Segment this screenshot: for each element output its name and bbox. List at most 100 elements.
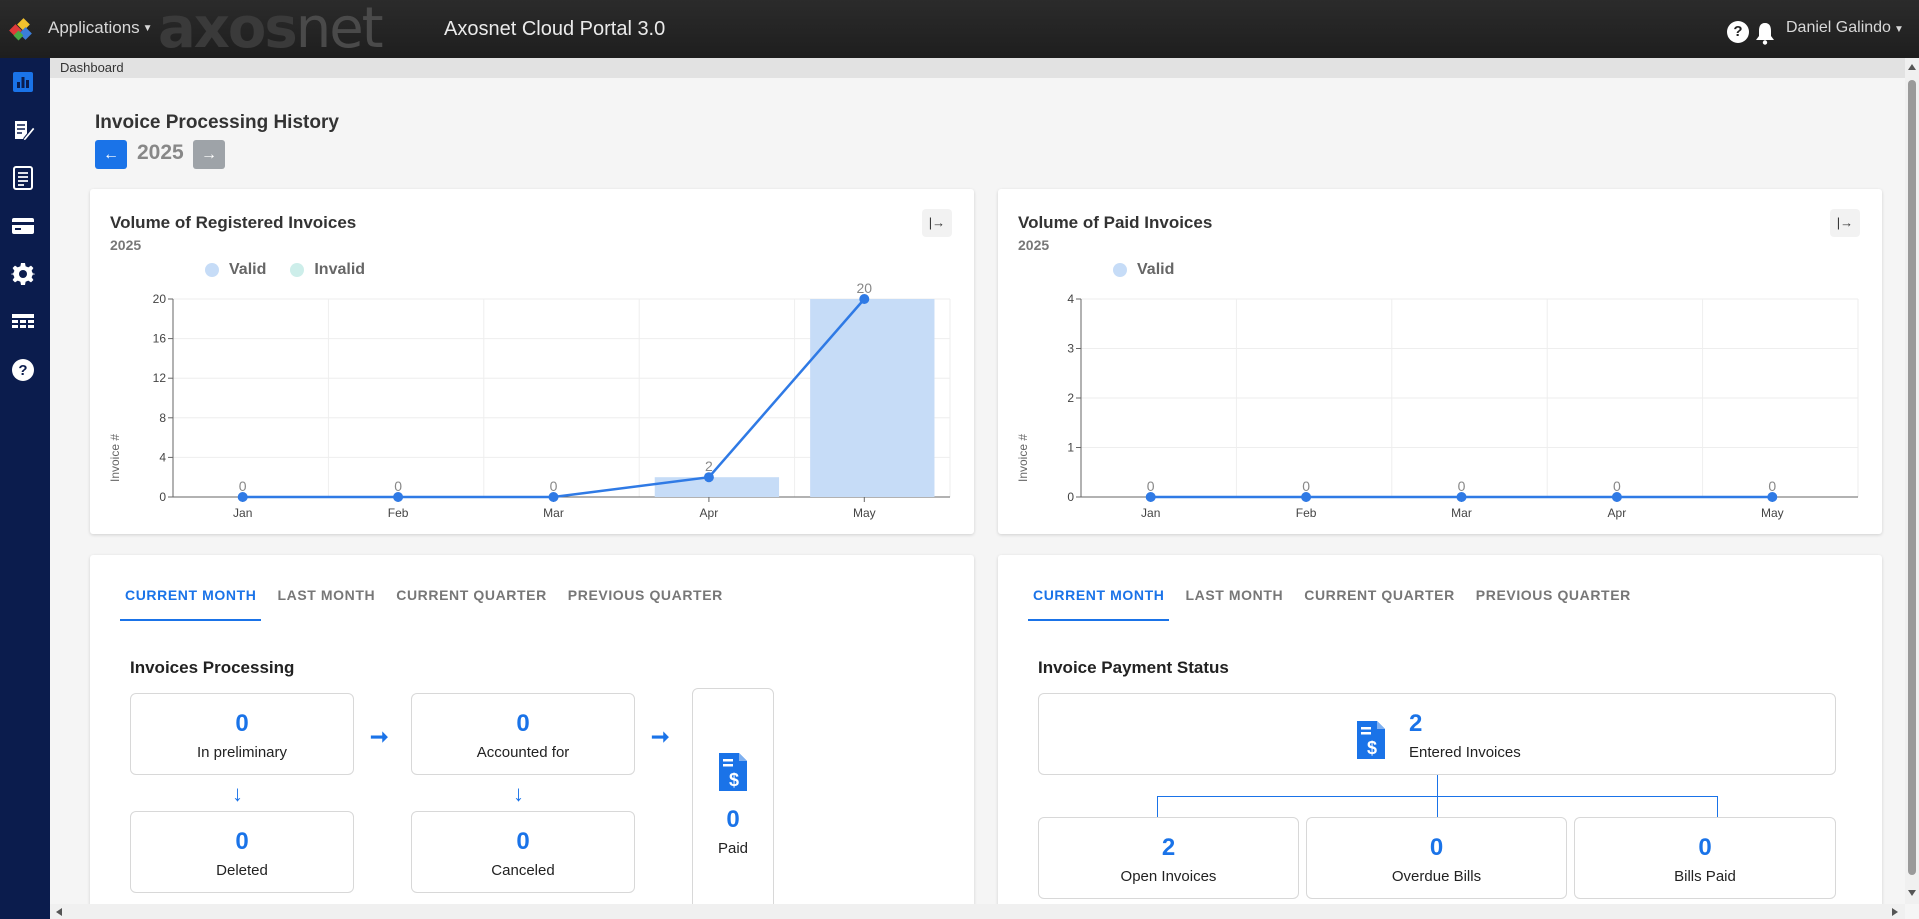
stat-label: Overdue Bills (1391, 868, 1482, 885)
data-point (859, 294, 870, 304)
next-year-button[interactable]: → (193, 140, 225, 169)
x-tick-label: Mar (543, 506, 564, 520)
sidebar-item-settings[interactable] (10, 261, 36, 287)
data-point (1611, 492, 1622, 502)
user-menu[interactable]: Daniel Galindo ▼ (1786, 19, 1904, 37)
scroll-down-icon[interactable] (1908, 890, 1916, 896)
top-bar: Applications ▼ axosnet Axosnet Cloud Port… (0, 0, 1919, 58)
entered-text: 2 Entered Invoices (1409, 710, 1521, 761)
payment-status-card: CURRENT MONTH LAST MONTH CURRENT QUARTER… (998, 555, 1882, 919)
data-point (1301, 492, 1312, 502)
y-tick-label: 16 (153, 332, 167, 346)
data-label: 0 (239, 478, 247, 494)
stat-value: 2 (1409, 710, 1423, 737)
legend-item-valid[interactable]: Valid (1113, 261, 1174, 279)
x-tick-label: Feb (388, 506, 409, 520)
bar (810, 299, 935, 497)
x-tick-label: May (853, 506, 876, 520)
help-icon[interactable]: ? (1727, 21, 1749, 43)
paid-invoices-card: Volume of Paid Invoices 2025 |→ Valid 0 1… (998, 189, 1882, 534)
connector-line (1157, 796, 1158, 817)
brand-logo-left: axos (158, 0, 298, 61)
arrow-down-icon: ↓ (513, 781, 524, 806)
card-subtitle: 2025 (1018, 237, 1050, 253)
scroll-up-icon[interactable] (1908, 64, 1916, 70)
tab-current-quarter[interactable]: CURRENT QUARTER (396, 587, 547, 603)
sidebar-item-help[interactable]: ? (10, 357, 36, 383)
sidebar-item-dashboard[interactable] (10, 69, 36, 95)
y-tick-label: 2 (1067, 391, 1074, 405)
bills-paid-stat[interactable]: 0 Bills Paid (1574, 817, 1836, 899)
data-point (703, 472, 714, 483)
connector-line (1157, 796, 1718, 797)
sidebar: ? (0, 58, 50, 919)
legend-item-valid[interactable]: Valid (205, 261, 266, 279)
entered-invoices-stat[interactable]: $ 2 Entered Invoices (1038, 693, 1836, 775)
x-tick-label: Apr (1608, 506, 1627, 520)
stat-value: 0 (516, 828, 530, 855)
scroll-right-icon[interactable] (1892, 908, 1898, 916)
stat-label: Bills Paid (1674, 868, 1736, 885)
svg-text:?: ? (18, 362, 27, 379)
open-invoices-stat[interactable]: 2 Open Invoices (1038, 817, 1299, 899)
x-tick-label: Apr (700, 506, 719, 520)
legend-label: Valid (229, 261, 267, 278)
sidebar-item-reports[interactable] (10, 309, 36, 335)
app-logo-icon[interactable] (8, 17, 34, 43)
y-axis-label: Invoice # (108, 434, 122, 482)
brand-logo-right: net (295, 0, 384, 61)
caret-down-icon: ▼ (1893, 24, 1904, 35)
legend-swatch (205, 263, 219, 277)
data-point (548, 492, 559, 502)
tab-current-quarter[interactable]: CURRENT QUARTER (1304, 587, 1455, 603)
sidebar-item-edit[interactable] (10, 117, 36, 143)
scroll-left-icon[interactable] (56, 908, 62, 916)
arrow-down-icon: ↓ (232, 781, 243, 806)
tab-previous-quarter[interactable]: PREVIOUS QUARTER (567, 587, 723, 603)
overdue-bills-stat[interactable]: 0 Overdue Bills (1306, 817, 1567, 899)
stat-value: 2 (1161, 834, 1176, 861)
data-label: 0 (1613, 478, 1621, 494)
tab-last-month[interactable]: LAST MONTH (277, 587, 376, 603)
x-tick-label: Feb (1296, 506, 1317, 520)
tab-current-month[interactable]: CURRENT MONTH (120, 587, 262, 621)
preliminary-stat[interactable]: 0 In preliminary (130, 693, 354, 775)
legend-item-invalid[interactable]: Invalid (290, 261, 365, 279)
data-point (1145, 492, 1156, 502)
data-point (237, 492, 248, 502)
paid-invoices-chart: 0 1 2 3 4 Invoice # Jan Feb Mar Apr May 0 0 0 0 0 (1016, 292, 1859, 520)
accounted-stat[interactable]: 0 Accounted for (411, 693, 635, 775)
year-label: 2025 (137, 141, 184, 164)
portal-title: Axosnet Cloud Portal 3.0 (444, 18, 666, 40)
tab-last-month[interactable]: LAST MONTH (1185, 587, 1284, 603)
chart-legend: Valid (1113, 261, 1198, 279)
sidebar-item-payments[interactable] (10, 213, 36, 239)
stat-label: Open Invoices (1120, 868, 1217, 885)
sidebar-item-documents[interactable] (10, 165, 36, 191)
stat-label: Deleted (216, 862, 268, 879)
y-tick-label: 4 (1067, 292, 1074, 306)
vertical-scrollbar[interactable] (1905, 58, 1919, 904)
breadcrumb[interactable]: Dashboard (50, 58, 1905, 78)
caret-down-icon: ▼ (142, 23, 153, 35)
y-tick-label: 0 (1067, 490, 1074, 504)
previous-year-button[interactable]: ← (95, 140, 127, 169)
horizontal-scrollbar[interactable] (50, 904, 1905, 919)
deleted-stat[interactable]: 0 Deleted (130, 811, 354, 893)
bell-icon[interactable] (1754, 21, 1776, 45)
stat-value: 0 (726, 806, 740, 833)
tab-current-month[interactable]: CURRENT MONTH (1028, 587, 1170, 621)
expand-chart-button[interactable]: |→ (922, 209, 952, 237)
stat-label: Entered Invoices (1409, 744, 1521, 761)
applications-menu[interactable]: Applications ▼ (48, 18, 153, 38)
canceled-stat[interactable]: 0 Canceled (411, 811, 635, 893)
tab-previous-quarter[interactable]: PREVIOUS QUARTER (1475, 587, 1631, 603)
expand-chart-button[interactable]: |→ (1830, 209, 1860, 237)
registered-invoices-chart: 0 4 8 12 16 20 Invoice # Jan Feb Mar Apr May 0 0 0 2 20 (108, 280, 951, 520)
scrollbar-thumb[interactable] (1908, 80, 1916, 875)
data-point (1767, 492, 1778, 502)
stat-value: 0 (235, 828, 249, 855)
paid-stat[interactable]: $ 0 Paid (692, 688, 774, 910)
svg-text:$: $ (729, 770, 739, 790)
y-tick-label: 4 (159, 450, 166, 464)
